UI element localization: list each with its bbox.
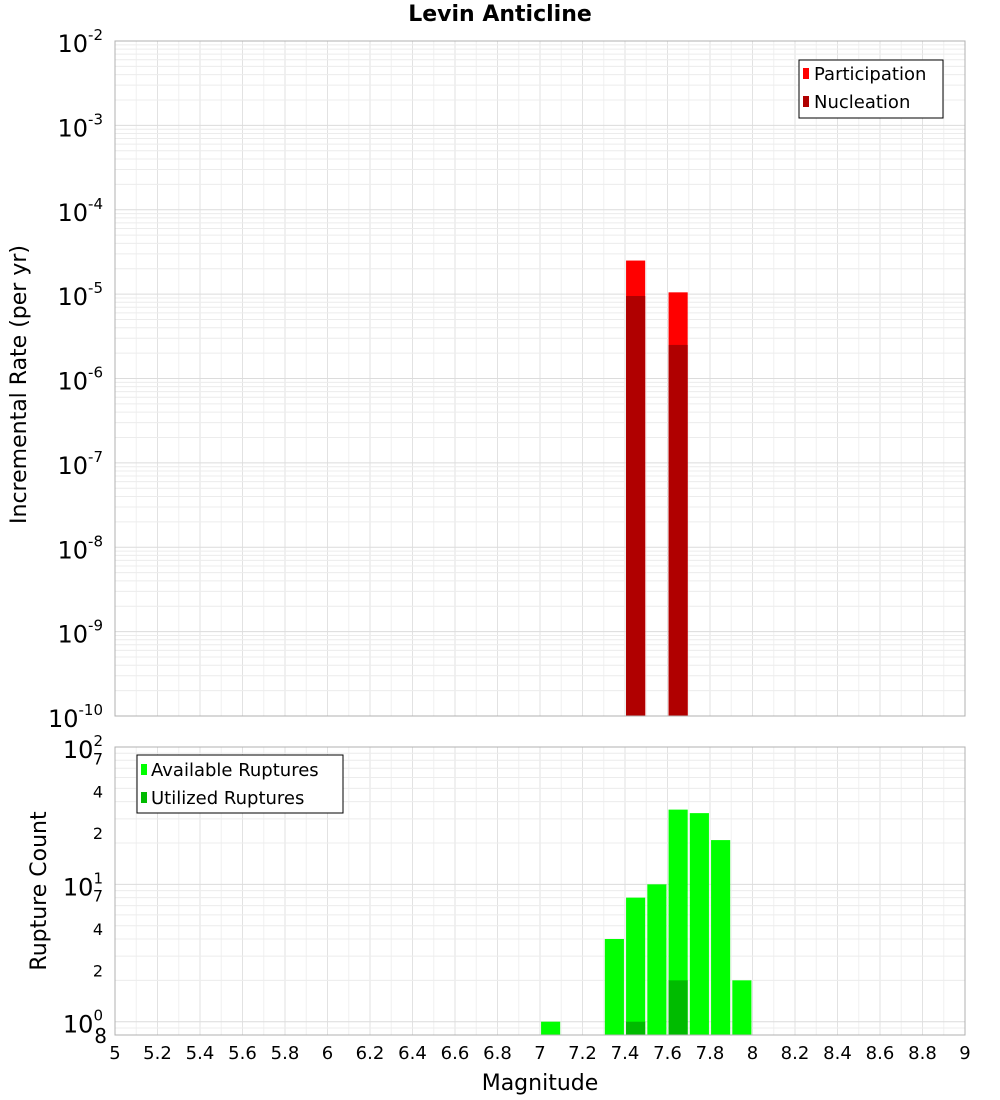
bar-0: [689, 813, 709, 1035]
y-tick-label: 4: [93, 783, 103, 802]
y-axis-label: Rupture Count: [27, 811, 52, 971]
y-tick-label: 10-10: [48, 701, 103, 733]
legend-label: Utilized Ruptures: [151, 788, 304, 809]
bar-0: [604, 939, 624, 1035]
legend-swatch: [803, 68, 809, 79]
x-tick-label: 9: [959, 1043, 970, 1064]
x-tick-label: 7.6: [653, 1043, 682, 1064]
y-tick-label: 7: [93, 887, 103, 906]
bar-1: [668, 344, 688, 716]
x-tick-label: 6.6: [441, 1043, 470, 1064]
plot-frame: [114, 40, 966, 717]
x-tick-label: 7.2: [568, 1043, 597, 1064]
x-tick-label: 7.4: [611, 1043, 640, 1064]
y-tick-label: 102: [63, 732, 103, 764]
x-tick-label: 8: [747, 1043, 758, 1064]
y-tick-label: 10-8: [57, 532, 103, 564]
y-tick-label: 10-6: [57, 364, 103, 396]
bar-0: [732, 980, 752, 1035]
legend-label: Available Ruptures: [151, 760, 319, 781]
x-tick-label: 8.4: [823, 1043, 852, 1064]
y-tick-label: 10-9: [57, 617, 103, 649]
legend-swatch: [141, 764, 147, 775]
y-axis-label: Incremental Rate (per yr): [7, 245, 32, 524]
y-tick-label: 10-3: [57, 110, 103, 142]
x-tick-label: 6.2: [356, 1043, 385, 1064]
legend-swatch: [141, 792, 147, 803]
y-tick-label: 10-5: [57, 279, 103, 311]
plot-frame: [114, 746, 966, 1036]
x-tick-label: 8.6: [866, 1043, 895, 1064]
x-tick-label: 8.8: [908, 1043, 937, 1064]
bar-1: [626, 296, 646, 716]
bar-0: [626, 897, 646, 1035]
x-tick-label: 8.2: [781, 1043, 810, 1064]
bar-0: [647, 884, 667, 1035]
x-tick-label: 5: [109, 1043, 120, 1064]
x-tick-label: 7: [534, 1043, 545, 1064]
y-tick-label: 7: [93, 749, 103, 768]
x-tick-label: 5.4: [186, 1043, 215, 1064]
y-tick-label: 8: [94, 1024, 107, 1048]
legend-box: [798, 59, 944, 119]
x-tick-label: 5.8: [271, 1043, 300, 1064]
y-tick-label: 2: [93, 961, 103, 980]
x-tick-label: 7.8: [696, 1043, 725, 1064]
y-tick-label: 10-2: [57, 26, 103, 58]
bar-0: [668, 809, 688, 1035]
x-axis-label: Magnitude: [482, 1071, 599, 1096]
x-tick-label: 5.6: [228, 1043, 257, 1064]
x-tick-label: 6.4: [398, 1043, 427, 1064]
x-tick-label: 5.2: [143, 1043, 172, 1064]
bar-1: [668, 980, 688, 1035]
y-tick-label: 10-4: [57, 195, 103, 227]
bar-1: [626, 1021, 646, 1035]
y-tick-label: 100: [63, 1007, 103, 1039]
legend-label: Participation: [814, 64, 926, 85]
legend-swatch: [803, 96, 809, 107]
bar-0: [541, 1021, 561, 1035]
y-tick-label: 101: [63, 869, 103, 901]
y-tick-label: 4: [93, 920, 103, 939]
legend-label: Nucleation: [814, 92, 910, 113]
chart-title: Levin Anticline: [408, 2, 592, 27]
y-tick-label: 2: [93, 824, 103, 843]
legend-box: [136, 754, 344, 814]
x-tick-label: 6.8: [483, 1043, 512, 1064]
y-tick-label: 10-7: [57, 448, 103, 480]
bar-0: [711, 840, 731, 1035]
x-tick-label: 6: [322, 1043, 333, 1064]
